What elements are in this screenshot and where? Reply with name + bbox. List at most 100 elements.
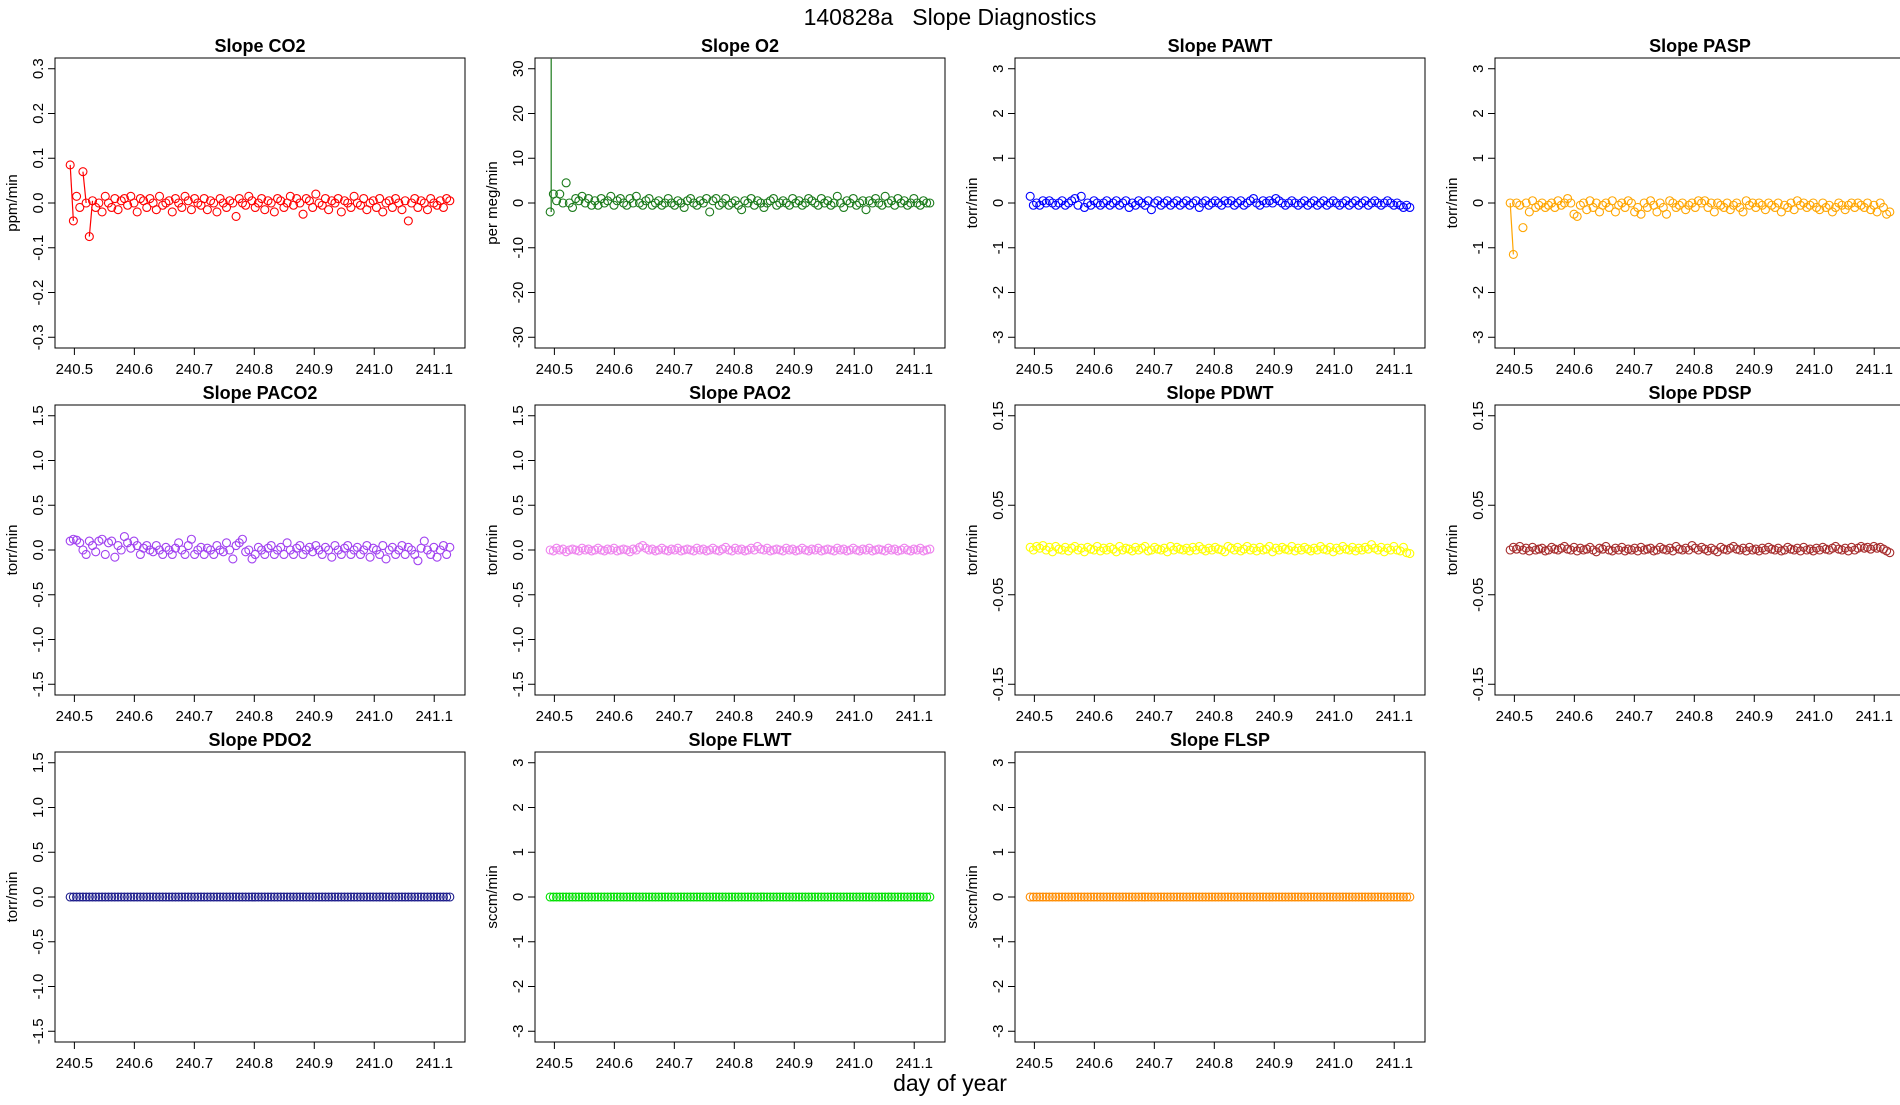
data-point (333, 193, 343, 204)
x-tick-label: 240.5 (1496, 708, 1534, 725)
data-point (1524, 207, 1534, 217)
data-point (228, 198, 238, 208)
data-point (422, 205, 433, 215)
data-point (1057, 892, 1067, 902)
data-point (186, 892, 196, 902)
data-point (244, 892, 254, 902)
data-point (1354, 892, 1364, 902)
data-point (1143, 196, 1153, 206)
data-point (445, 196, 455, 206)
data-point (183, 196, 193, 206)
data-point (365, 552, 375, 562)
data-point (218, 892, 228, 902)
data-point (1099, 892, 1109, 902)
data-point (1636, 542, 1646, 552)
data-point (1261, 544, 1271, 554)
panel-slope-pawt: Slope PAWT torr/min 240.5 240.6 240.7 240.8 24… (964, 36, 1426, 378)
data-point (606, 892, 616, 902)
data-point (877, 892, 887, 902)
data-point (231, 540, 241, 551)
spike-line (82, 171, 87, 204)
y-tick-label: 0.15 (1470, 401, 1487, 430)
data-point (317, 892, 327, 902)
data-point (1405, 892, 1415, 902)
data-point (135, 892, 145, 902)
panel-slope-pasp: Slope PASP torr/min 240.5 240.6 240.7 240.8 24… (1444, 36, 1900, 378)
data-point (359, 892, 369, 902)
data-point (1181, 892, 1192, 902)
data-point (657, 892, 667, 902)
data-point (1846, 542, 1857, 552)
data-point (84, 232, 94, 242)
data-point (212, 207, 222, 217)
data-point (330, 892, 340, 902)
data-point (72, 535, 82, 545)
data-point (1779, 545, 1790, 555)
panel-title: Slope PACO2 (203, 383, 318, 403)
data-point (711, 892, 721, 902)
data-point (1178, 892, 1188, 902)
data-point (78, 167, 88, 177)
x-tick-label: 240.8 (1676, 361, 1714, 378)
data-point (1537, 543, 1547, 553)
data-point (1347, 892, 1357, 902)
data-point (1213, 892, 1223, 902)
data-point (190, 892, 200, 902)
data-point (237, 534, 248, 544)
data-point (759, 892, 769, 902)
data-point (1366, 892, 1377, 902)
x-tick-label: 240.8 (1196, 361, 1234, 378)
y-tick-label: 0.0 (510, 540, 527, 561)
panel-slope-pdo2: Slope PDO2 torr/min 240.5 240.6 240.7 240.8 24… (4, 730, 466, 1072)
data-point (355, 892, 366, 902)
x-tick-label: 241.0 (355, 708, 393, 725)
data-point (100, 549, 110, 560)
x-tick-label: 240.9 (296, 1055, 334, 1072)
y-tick-label: -0.05 (990, 578, 1007, 612)
data-point (1118, 892, 1128, 902)
data-point (167, 892, 177, 902)
data-point (689, 892, 699, 902)
data-point (1815, 545, 1825, 555)
y-tick-label: -1 (990, 935, 1007, 948)
x-tick-label: 241.1 (415, 1055, 453, 1072)
data-point (154, 191, 165, 201)
data-point (1162, 547, 1172, 557)
data-point (826, 892, 836, 902)
data-point (1338, 892, 1348, 902)
data-point (1089, 892, 1099, 902)
x-tick-label: 241.0 (1315, 708, 1353, 725)
data-point (1032, 892, 1042, 902)
data-point (654, 892, 664, 902)
data-point (823, 892, 833, 902)
y-tick-label: 0 (990, 893, 1007, 901)
data-point (874, 892, 884, 902)
y-tick-label: -0.3 (30, 324, 47, 350)
y-axis-label: torr/min (4, 872, 21, 923)
data-point (320, 892, 330, 902)
data-point (263, 543, 273, 553)
data-point (1271, 892, 1281, 902)
y-tick-label: 0.0 (30, 193, 47, 214)
y-tick-label: 10 (510, 150, 527, 167)
panel-slope-flwt: Slope FLWT sccm/min 240.5 240.6 240.7 240.8 24… (484, 730, 946, 1072)
data-point (561, 892, 571, 902)
data-point (158, 892, 168, 902)
data-point (1518, 223, 1528, 233)
data-point (403, 892, 413, 902)
x-tick-label: 240.9 (296, 708, 334, 725)
y-tick-label: -30 (510, 326, 527, 348)
data-point (1508, 249, 1518, 260)
y-tick-label: 20 (510, 105, 527, 122)
data-point (1738, 543, 1748, 553)
data-point (1792, 543, 1802, 553)
data-point (186, 205, 196, 215)
data-point (1143, 892, 1153, 902)
y-tick-label: -0.15 (1470, 667, 1487, 701)
data-point (1232, 892, 1243, 902)
data-point (615, 892, 625, 902)
data-point (1025, 892, 1035, 902)
data-point (1197, 892, 1208, 902)
data-point (819, 892, 830, 902)
data-point (670, 892, 680, 902)
